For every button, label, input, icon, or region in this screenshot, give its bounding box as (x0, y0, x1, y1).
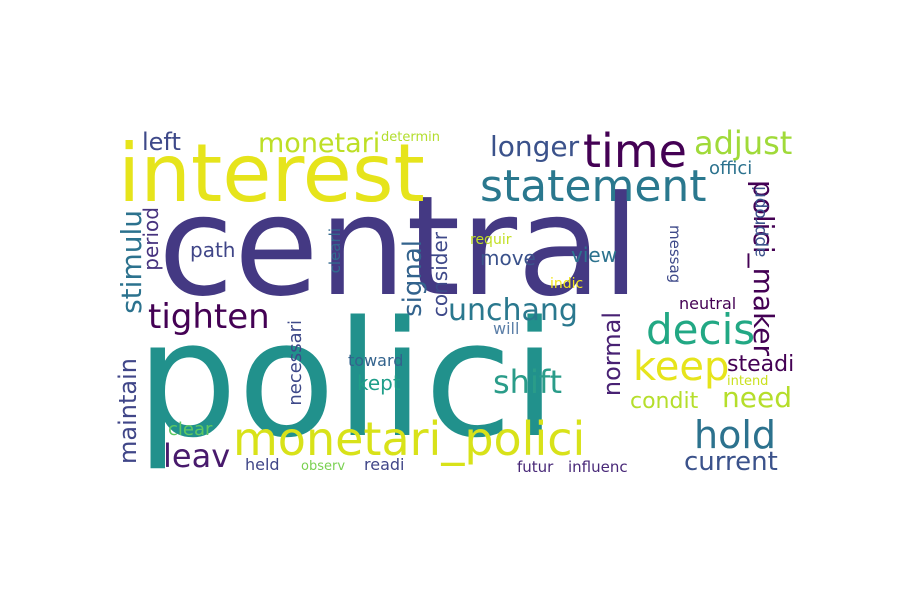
word-will: will (493, 319, 520, 338)
word-maintain: maintain (114, 358, 142, 464)
word-neutral: neutral (679, 294, 737, 313)
word-polici: polici (136, 286, 557, 473)
word-readi: readi (364, 455, 405, 474)
word-condit: condit (630, 389, 699, 414)
word-adjust: adjust (694, 124, 793, 162)
word-clear: clear (168, 419, 213, 440)
word-offici: offici (709, 158, 753, 179)
word-longer: longer (490, 130, 580, 163)
word-interest: interest (118, 127, 425, 220)
word-steadi: steadi (727, 352, 795, 377)
word-need: need (722, 381, 792, 414)
word-view: view (571, 243, 618, 267)
word-unchang: unchang (448, 293, 578, 328)
word-consider: consider (428, 232, 452, 318)
word-determin: determin (381, 130, 440, 145)
word-leav: leav (163, 437, 231, 475)
word-signal: signal (398, 240, 428, 317)
word-messag: messag (666, 225, 684, 284)
word-tighten: tighten (148, 297, 270, 337)
word-left: left (142, 128, 181, 156)
word-shift: shift (493, 363, 563, 401)
word-move: move (480, 246, 536, 270)
word-intend: intend (727, 374, 769, 389)
word-requir: requir (470, 232, 512, 248)
word-futur: futur (517, 458, 554, 476)
word-normal: normal (598, 312, 626, 397)
word-path: path (190, 238, 236, 262)
word-clearli: clearli (326, 228, 344, 274)
word-statement: statement (480, 161, 707, 212)
word-kept: kept (357, 371, 401, 395)
word-decis: decis (646, 305, 756, 354)
word-hold: hold (694, 413, 777, 457)
word-toward: toward (348, 351, 404, 370)
word-observ: observ (301, 459, 346, 474)
word-period: period (139, 207, 163, 271)
word-monetari-polici: monetari_polici (233, 412, 586, 466)
word-time: time (583, 124, 687, 178)
word-indic: indic (550, 276, 584, 292)
word-necessari: necessari (285, 320, 306, 406)
word-keep: keep (633, 344, 730, 390)
word-appropri: appropri (750, 186, 770, 258)
word-central: central (158, 166, 640, 327)
word-monetari: monetari (258, 128, 381, 159)
word-influenc: influenc (568, 458, 628, 476)
word-held: held (245, 455, 280, 474)
word-current: current (684, 447, 778, 477)
